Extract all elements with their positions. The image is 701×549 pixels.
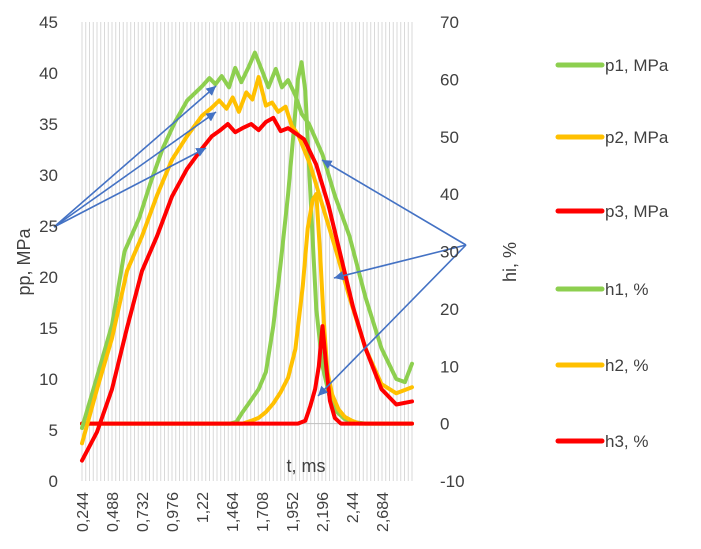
legend-label: p1, MPa [605, 56, 669, 75]
y-left-tick-label: 40 [39, 64, 58, 83]
annotation-arrow [53, 85, 217, 228]
x-tick-label: 1,464 [225, 492, 242, 532]
y-right-tick-label: 20 [440, 300, 459, 319]
x-tick-label: 1,952 [285, 492, 302, 532]
y-left-axis-title: pp, MPa [14, 228, 34, 296]
legend-item: p2, MPa [555, 128, 669, 147]
x-tick-label: 0,488 [105, 492, 122, 532]
annotation-arrow [53, 111, 217, 228]
y-right-tick-label: 50 [440, 128, 459, 147]
y-left-tick-label: 35 [39, 115, 58, 134]
tick-labels: 0 5 10 15 20 25 30 35 40 45 -10 0 10 20 30 40 50 60 70 0,24… [39, 13, 465, 532]
x-tick-label: 1,708 [255, 492, 272, 532]
y-right-axis-title: hi, % [500, 242, 520, 282]
x-axis-title: t, ms [287, 456, 326, 476]
y-left-tick-label: 10 [39, 370, 58, 389]
y-right-tick-label: 70 [440, 13, 459, 32]
legend-label: h3, % [605, 432, 648, 451]
legend-item: p1, MPa [555, 56, 669, 75]
y-right-tick-label: 30 [440, 243, 459, 262]
y-left-tick-label: 0 [49, 472, 58, 491]
series-line-5 [80, 192, 414, 426]
y-left-tick-label: 20 [39, 268, 58, 287]
series-line-1 [80, 50, 414, 430]
legend-item: p3, MPa [555, 202, 669, 221]
series-line-2 [80, 75, 414, 446]
legend-label: h2, % [605, 356, 648, 375]
legend: p1, MPa p2, MPa p3, MPa h1, % h2, % h3, % [555, 56, 669, 451]
y-left-tick-label: 30 [39, 166, 58, 185]
series-line-6 [80, 324, 414, 426]
x-tick-label: 2,44 [345, 492, 362, 523]
legend-label: p3, MPa [605, 202, 669, 221]
x-tick-label: 1,22 [195, 492, 212, 523]
legend-label: p2, MPa [605, 128, 669, 147]
series-line-3 [80, 115, 414, 463]
annotation-arrow [53, 147, 207, 228]
legend-label: h1, % [605, 280, 648, 299]
x-tick-label: 0,732 [135, 492, 152, 532]
y-right-tick-label: 60 [440, 70, 459, 89]
series-lines [80, 50, 414, 463]
annotation-arrow [321, 159, 467, 246]
y-right-tick-label: -10 [440, 472, 465, 491]
annotation-arrows [53, 85, 467, 397]
y-left-tick-label: 5 [49, 421, 58, 440]
y-right-tick-label: 0 [440, 415, 449, 434]
x-tick-label: 2,684 [375, 492, 392, 532]
x-tick-label: 0,244 [75, 492, 92, 532]
y-left-tick-label: 45 [39, 13, 58, 32]
y-right-tick-label: 10 [440, 357, 459, 376]
legend-item: h2, % [555, 356, 648, 375]
y-right-tick-label: 40 [440, 185, 459, 204]
series-line-4 [80, 60, 414, 426]
y-left-tick-label: 25 [39, 217, 58, 236]
y-left-tick-label: 15 [39, 319, 58, 338]
annotation-arrow [333, 244, 467, 281]
x-tick-label: 2,196 [315, 492, 332, 532]
x-tick-label: 0,976 [165, 492, 182, 532]
legend-item: h1, % [555, 280, 648, 299]
annotation-arrow [317, 244, 467, 397]
legend-item: h3, % [555, 432, 648, 451]
